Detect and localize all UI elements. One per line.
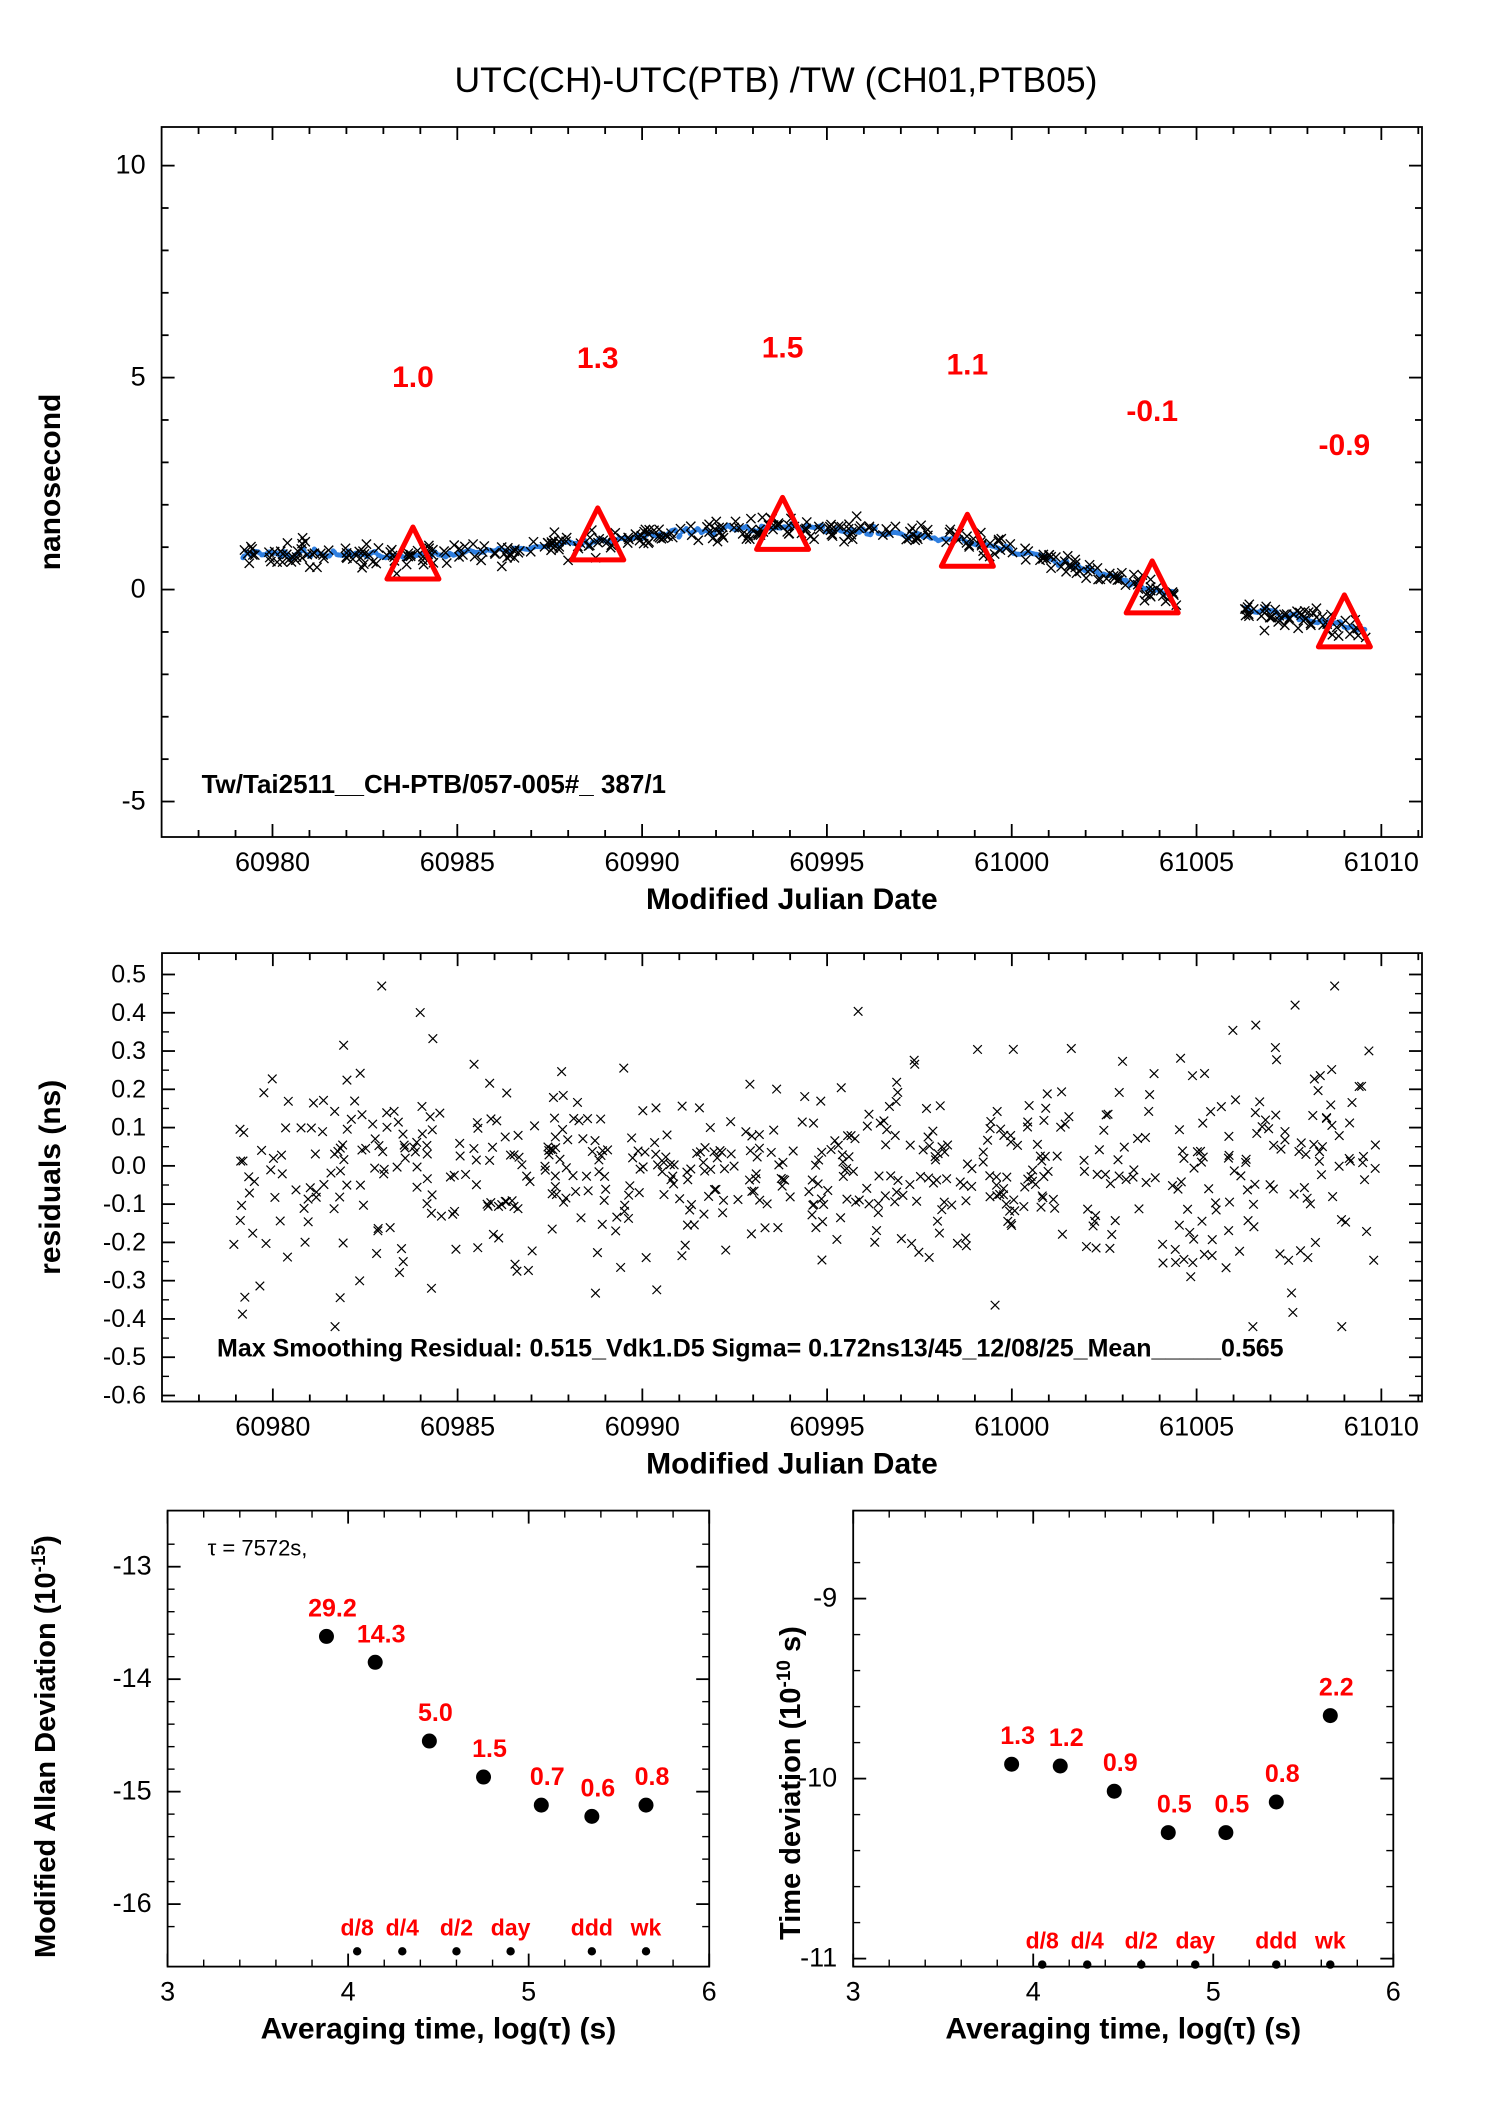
svg-text:wk: wk [630,1914,662,1940]
svg-text:1.3: 1.3 [1000,1722,1035,1750]
svg-text:6: 6 [702,1977,717,2007]
svg-text:-14: -14 [113,1663,152,1693]
svg-text:d/2: d/2 [440,1914,473,1940]
svg-text:0.8: 0.8 [635,1763,670,1791]
svg-text:5: 5 [131,362,146,392]
svg-text:0.5: 0.5 [1214,1791,1249,1819]
svg-text:5: 5 [521,1977,536,2007]
svg-text:0.6: 0.6 [580,1774,615,1802]
svg-text:60980: 60980 [235,1412,310,1442]
svg-text:60995: 60995 [790,1412,865,1442]
svg-text:0.5: 0.5 [111,960,146,988]
svg-text:0.7: 0.7 [530,1763,565,1791]
svg-text:Max Smoothing Residual: 0.515_: Max Smoothing Residual: 0.515_Vdk1.D5 Si… [217,1335,1284,1363]
svg-text:τ = 7572s,: τ = 7572s, [208,1536,308,1561]
svg-text:-0.1: -0.1 [1126,395,1178,428]
svg-text:3: 3 [160,1977,175,2007]
svg-text:61000: 61000 [974,847,1049,877]
svg-text:-13: -13 [113,1551,152,1581]
svg-text:60985: 60985 [420,1412,495,1442]
svg-text:day: day [1175,1928,1215,1954]
svg-text:5: 5 [1206,1977,1221,2007]
svg-text:60990: 60990 [605,847,680,877]
svg-text:14.3: 14.3 [357,1620,406,1648]
svg-text:0: 0 [131,574,146,604]
svg-text:-0.9: -0.9 [1319,429,1371,462]
svg-text:ddd: ddd [571,1914,613,1940]
svg-text:1.3: 1.3 [577,342,619,375]
svg-text:61010: 61010 [1344,1412,1419,1442]
svg-text:d/4: d/4 [1071,1928,1104,1954]
svg-text:-0.6: -0.6 [103,1382,146,1410]
svg-text:Averaging time, log(τ) (s): Averaging time, log(τ) (s) [945,2013,1301,2046]
svg-text:61000: 61000 [974,1412,1049,1442]
svg-text:residuals (ns): residuals (ns) [34,1080,67,1275]
svg-text:day: day [491,1914,531,1940]
svg-text:-0.5: -0.5 [103,1343,146,1371]
svg-text:0.0: 0.0 [111,1152,146,1180]
svg-text:Modified Julian Date: Modified Julian Date [646,1448,938,1481]
svg-text:0.2: 0.2 [111,1075,146,1103]
svg-text:60985: 60985 [420,847,495,877]
svg-text:0.8: 0.8 [1265,1760,1300,1788]
svg-text:3: 3 [846,1977,861,2007]
svg-text:4: 4 [1026,1977,1041,2007]
svg-text:0.1: 0.1 [111,1114,146,1142]
svg-text:0.4: 0.4 [111,999,146,1027]
svg-text:60990: 60990 [605,1412,680,1442]
svg-text:4: 4 [341,1977,356,2007]
svg-text:ddd: ddd [1255,1928,1297,1954]
svg-text:6: 6 [1386,1977,1401,2007]
svg-text:d/8: d/8 [341,1914,374,1940]
svg-text:d/8: d/8 [1026,1928,1059,1954]
svg-text:1.1: 1.1 [947,348,989,381]
svg-text:10: 10 [116,150,146,180]
svg-text:Averaging time, log(τ) (s): Averaging time, log(τ) (s) [261,2013,617,2046]
svg-text:wk: wk [1314,1928,1346,1954]
svg-text:29.2: 29.2 [308,1594,357,1622]
svg-text:-0.2: -0.2 [103,1228,146,1256]
svg-text:Tw/Tai2511__CH-PTB/057-005#_: Tw/Tai2511__CH-PTB/057-005#_ 387/1 [202,769,666,799]
svg-text:5.0: 5.0 [418,1699,453,1727]
svg-text:1.0: 1.0 [392,361,434,394]
svg-text:0.9: 0.9 [1103,1749,1138,1777]
svg-text:-16: -16 [113,1888,152,1918]
svg-text:-0.4: -0.4 [103,1305,146,1333]
svg-text:-11: -11 [800,1943,837,1973]
svg-text:1.2: 1.2 [1049,1724,1084,1752]
svg-text:61010: 61010 [1344,847,1419,877]
svg-text:60980: 60980 [235,847,310,877]
svg-text:nanosecond: nanosecond [34,394,67,571]
svg-text:0.3: 0.3 [111,1037,146,1065]
svg-text:-15: -15 [113,1776,152,1806]
svg-text:Modified Julian Date: Modified Julian Date [646,883,938,916]
svg-text:61005: 61005 [1159,1412,1234,1442]
svg-text:d/4: d/4 [386,1914,419,1940]
svg-text:Modified Allan Deviation (10-1: Modified Allan Deviation (10-15) [29,1535,62,1958]
svg-text:Time deviation (10-10 s): Time deviation (10-10 s) [774,1626,807,1940]
svg-text:d/2: d/2 [1125,1928,1158,1954]
svg-text:60995: 60995 [789,847,864,877]
svg-text:-0.1: -0.1 [103,1190,146,1218]
svg-text:2.2: 2.2 [1319,1674,1354,1702]
svg-text:1.5: 1.5 [472,1735,507,1763]
svg-text:0.5: 0.5 [1157,1791,1192,1819]
svg-text:-5: -5 [122,786,146,816]
svg-text:-0.3: -0.3 [103,1267,146,1295]
svg-text:-9: -9 [813,1583,837,1613]
svg-text:61005: 61005 [1159,847,1234,877]
svg-text:UTC(CH)-UTC(PTB) /TW (CH01,P: UTC(CH)-UTC(PTB) /TW (CH01,PTB05) [455,60,1098,100]
svg-text:1.5: 1.5 [762,331,804,364]
